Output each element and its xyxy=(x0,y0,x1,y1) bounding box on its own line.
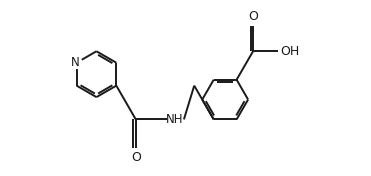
Text: OH: OH xyxy=(280,45,299,58)
Text: O: O xyxy=(131,150,141,164)
Text: N: N xyxy=(70,56,79,69)
Text: NH: NH xyxy=(166,113,184,126)
Text: O: O xyxy=(248,10,258,23)
